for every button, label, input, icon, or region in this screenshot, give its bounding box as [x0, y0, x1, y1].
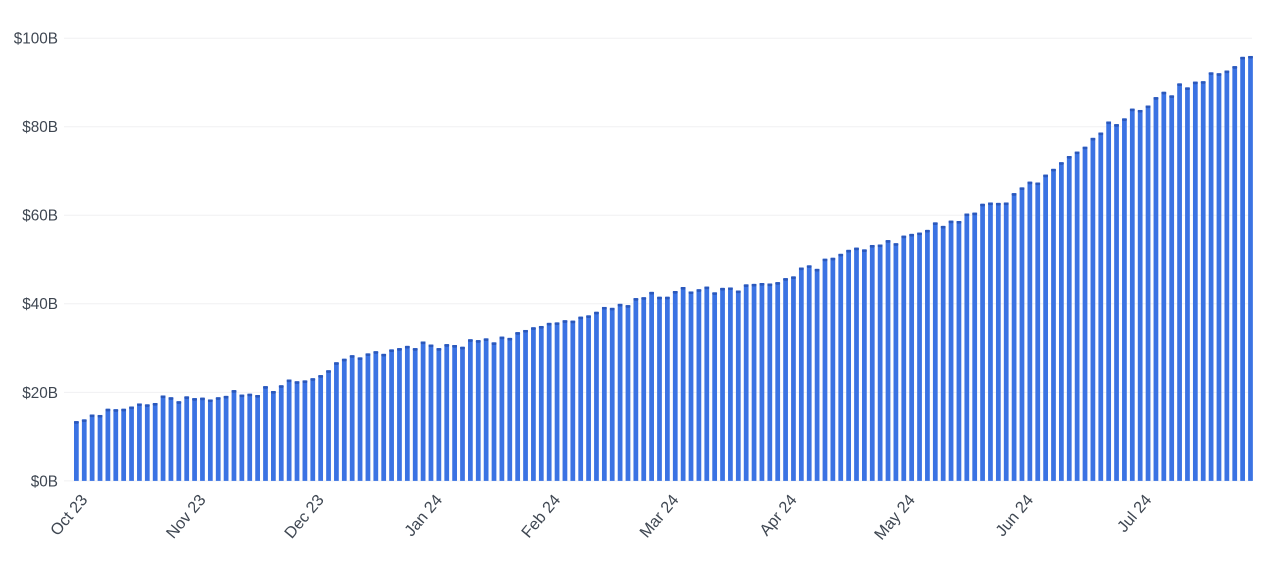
svg-text:$100B: $100B — [14, 31, 58, 48]
svg-text:$80B: $80B — [22, 119, 58, 136]
svg-text:$40B: $40B — [22, 296, 58, 313]
svg-text:$20B: $20B — [22, 385, 58, 402]
svg-text:$60B: $60B — [22, 208, 58, 225]
svg-text:$0B: $0B — [31, 473, 58, 490]
